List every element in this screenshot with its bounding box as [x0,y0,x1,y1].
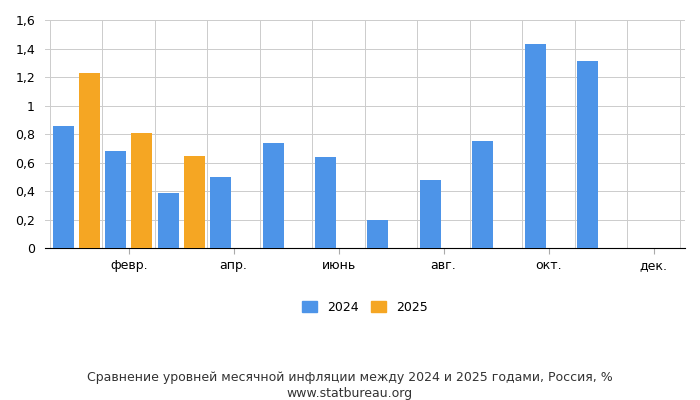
Bar [52,126,74,248]
Bar [79,73,100,248]
Bar [368,220,388,248]
Bar [473,141,494,248]
Bar [525,44,546,248]
Text: Сравнение уровней месячной инфляции между 2024 и 2025 годами, Россия, %: Сравнение уровней месячной инфляции межд… [87,372,613,384]
Bar [105,151,126,248]
Bar [315,157,336,248]
Legend: 2024, 2025: 2024, 2025 [297,296,433,319]
Bar [262,143,284,248]
Bar [184,156,205,248]
Bar [420,180,441,248]
Bar [578,61,598,248]
Bar [210,177,231,248]
Bar [132,133,153,248]
Text: www.statbureau.org: www.statbureau.org [287,388,413,400]
Bar [158,193,178,248]
